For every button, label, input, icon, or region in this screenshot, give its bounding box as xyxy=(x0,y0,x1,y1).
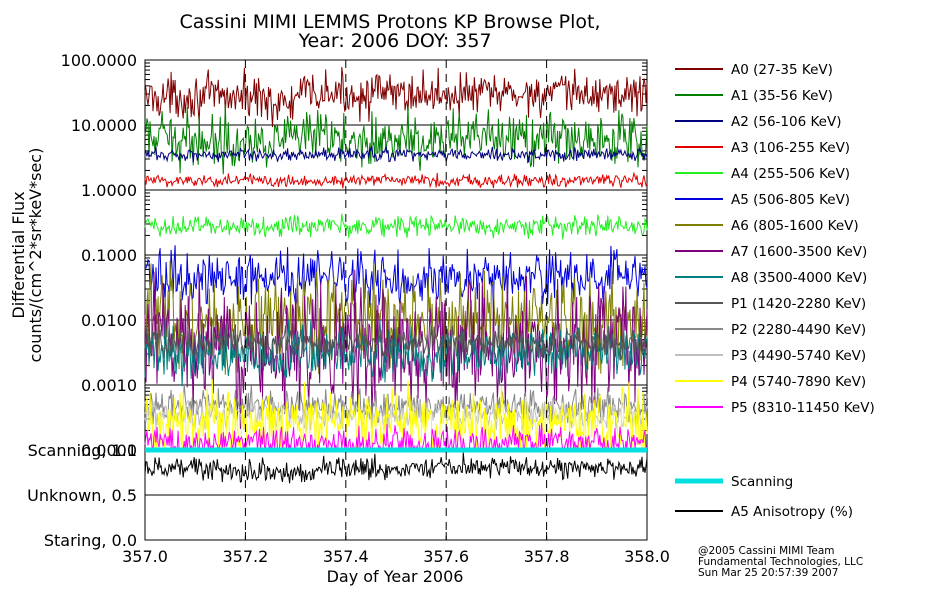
footer-copyright: @2005 Cassini MIMI Team xyxy=(698,545,835,557)
legend-label-a6-805-1600-kev: A6 (805-1600 KeV) xyxy=(731,218,859,234)
x-axis-label: Day of Year 2006 xyxy=(327,567,464,586)
legend-label-p2-2280-4490-kev: P2 (2280-4490 KeV) xyxy=(731,322,866,338)
series-line-a0-27-35-kev xyxy=(144,67,648,128)
footer-company: Fundamental Technologies, LLC xyxy=(698,556,863,568)
y-tick-label: 100.0000 xyxy=(61,51,137,70)
lower-y-tick-label: Unknown, 0.5 xyxy=(27,486,137,505)
series-line-a5-anisotropy xyxy=(144,452,648,484)
legend-label-a5-anisotropy: A5 Anisotropy (%) xyxy=(731,504,853,520)
legend-label-a2-56-106-kev: A2 (56-106 KeV) xyxy=(731,114,841,130)
legend-label-p4-5740-7890-kev: P4 (5740-7890 KeV) xyxy=(731,374,866,390)
legend-label-p1-1420-2280-kev: P1 (1420-2280 KeV) xyxy=(731,296,866,312)
legend-label-p3-4490-5740-kev: P3 (4490-5740 KeV) xyxy=(731,348,866,364)
y-tick-label: 0.0100 xyxy=(81,311,137,330)
y-tick-label: 0.0010 xyxy=(81,376,137,395)
upper-panel: 100.0000 10.0000 1.0000 0.1000 0.0100 0.0010 0… xyxy=(61,51,648,460)
series-line-a4-255-506-kev xyxy=(144,213,648,240)
chart-title: Cassini MIMI LEMMS Protons KP Browse Plo… xyxy=(179,11,600,33)
legend-label-a3-106-255-kev: A3 (106-255 KeV) xyxy=(731,140,850,156)
chart-subtitle: Year: 2006 DOY: 357 xyxy=(297,30,491,52)
series-line-p4-5740-7890-kev xyxy=(144,379,648,452)
y-tick-label: 0.1000 xyxy=(81,246,137,265)
lower-panel: Scanning, 1.0 Unknown, 0.5 Staring, 0.0 xyxy=(27,441,648,550)
series-line-p1-1420-2280-kev xyxy=(144,322,648,362)
x-tick-label: 357.2 xyxy=(222,547,268,566)
legend-label-a8-3500-4000-kev: A8 (3500-4000 KeV) xyxy=(731,270,867,286)
x-tick-label: 357.0 xyxy=(122,547,168,566)
legend-label-p5-8310-11450-kev: P5 (8310-11450 KeV) xyxy=(731,400,875,416)
footer-timestamp: Sun Mar 25 20:57:39 2007 xyxy=(698,567,838,579)
x-tick-label: 357.8 xyxy=(524,547,570,566)
legend-label-a7-1600-3500-kev: A7 (1600-3500 KeV) xyxy=(731,244,867,260)
y-tick-label: 10.0000 xyxy=(71,116,137,135)
series-line-a3-106-255-kev xyxy=(144,171,648,189)
lower-y-tick-label: Staring, 0.0 xyxy=(44,531,137,550)
legend-label-a1-35-56-kev: A1 (35-56 KeV) xyxy=(731,88,833,104)
y-axis-label-line1: Differential Flux xyxy=(9,191,28,318)
series-line-a2-56-106-kev xyxy=(144,145,648,163)
x-tick-label: 358.0 xyxy=(624,547,670,566)
y-tick-label: 1.0000 xyxy=(81,181,137,200)
lower-y-tick-label: Scanning, 1.0 xyxy=(28,441,137,460)
y-axis-label-line2: counts/(cm^2*sr*keV*sec) xyxy=(26,148,45,363)
x-tick-label: 357.6 xyxy=(423,547,469,566)
x-tick-label: 357.4 xyxy=(323,547,369,566)
series-line-a1-35-56-kev xyxy=(144,104,648,175)
legend-label-scanning: Scanning xyxy=(731,474,793,490)
legend: A0 (27-35 KeV) A1 (35-56 KeV) A2 (56-106 K… xyxy=(675,62,875,520)
legend-label-a4-255-506-kev: A4 (255-506 KeV) xyxy=(731,166,850,182)
y-tick-label: 0.0001 xyxy=(81,441,137,460)
footer: @2005 Cassini MIMI Team Fundamental Tech… xyxy=(698,545,863,579)
legend-label-a0-27-35-kev: A0 (27-35 KeV) xyxy=(731,62,833,78)
legend-label-a5-506-805-kev: A5 (506-805 KeV) xyxy=(731,192,850,208)
